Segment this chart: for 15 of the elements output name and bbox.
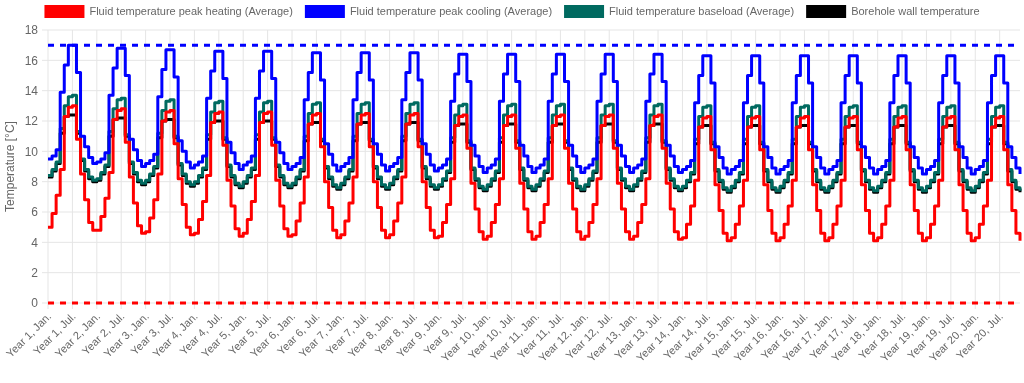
y-tick-label: 12 [24, 114, 39, 129]
y-tick-label: 14 [24, 83, 39, 98]
legend-label: Fluid temperature peak heating (Average) [89, 5, 293, 18]
y-tick-label: 8 [31, 174, 39, 189]
y-tick-label: 16 [24, 53, 39, 68]
y-tick-label: 18 [24, 23, 39, 38]
y-tick-label: 2 [31, 265, 39, 280]
y-axis-title: Temperature [°C] [3, 121, 17, 212]
legend-label: Fluid temperature peak cooling (Average) [349, 5, 553, 18]
y-tick-label: 6 [31, 205, 39, 220]
legend-label: Fluid temperature baseload (Average) [609, 5, 795, 18]
y-tick-label: 10 [24, 144, 39, 159]
legend-label: Borehole wall temperature [851, 5, 980, 18]
y-tick-label: 0 [31, 296, 39, 311]
y-tick-label: 4 [31, 235, 39, 250]
